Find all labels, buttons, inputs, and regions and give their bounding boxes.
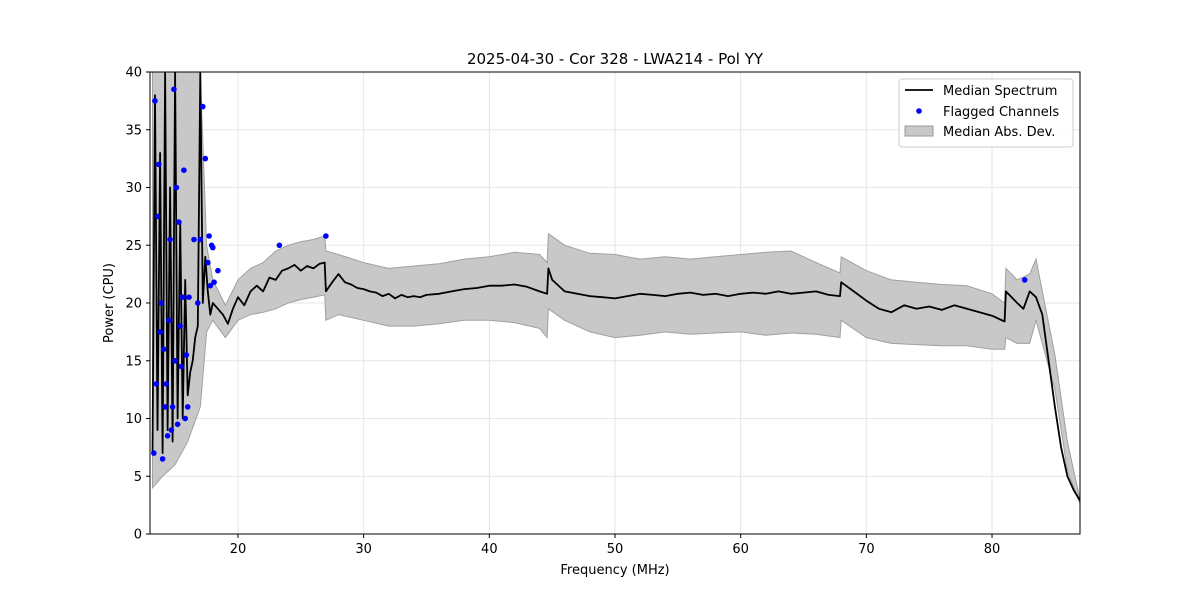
flagged-channel-point — [206, 233, 212, 239]
flagged-channel-point — [184, 404, 191, 410]
flagged-channel-point — [161, 346, 167, 353]
legend: Median Spectrum Flagged Channels Median … — [898, 78, 1074, 148]
legend-marker-swatch — [916, 108, 922, 114]
flagged-channel-point — [163, 381, 170, 387]
y-tick-label: 15 — [125, 354, 142, 369]
flagged-channel-point — [202, 155, 209, 162]
flagged-channel-point — [174, 421, 181, 428]
x-tick-label: 50 — [607, 542, 624, 557]
y-tick-label: 25 — [125, 239, 142, 254]
x-tick-label: 70 — [858, 542, 875, 557]
legend-label-median-spectrum: Median Spectrum — [943, 84, 1057, 99]
x-tick-label: 40 — [481, 542, 498, 557]
flagged-channel-point — [169, 404, 176, 410]
flagged-channel-point — [177, 323, 183, 329]
flagged-channel-point — [151, 450, 157, 456]
flagged-channel-point — [1021, 277, 1028, 283]
median-spectrum-line — [151, 72, 1080, 501]
flagged-channel-point — [176, 219, 182, 225]
x-tick-label: 30 — [355, 542, 372, 557]
flagged-channel-point — [200, 103, 206, 110]
flagged-channel-point — [162, 404, 168, 410]
y-tick-label: 35 — [125, 123, 142, 138]
flagged-points-layer — [151, 86, 1028, 462]
legend-band-swatch — [904, 125, 934, 137]
flagged-channel-point — [158, 300, 165, 306]
x-tick-label: 60 — [732, 542, 749, 557]
flagged-channel-point — [152, 98, 158, 104]
flagged-channel-point — [164, 433, 171, 439]
flagged-channel-point — [210, 244, 216, 251]
flagged-channel-point — [173, 184, 180, 191]
flagged-channel-point — [207, 282, 214, 289]
x-axis-label: Frequency (MHz) — [560, 563, 669, 578]
flagged-channel-point — [183, 352, 190, 358]
flagged-channel-point — [195, 300, 201, 306]
flagged-channel-point — [323, 233, 329, 239]
legend-label-flagged-channels: Flagged Channels — [943, 105, 1059, 120]
flagged-channel-point — [178, 363, 185, 370]
median-line-layer — [151, 72, 1080, 501]
flagged-channel-point — [171, 86, 177, 93]
mad-band — [152, 72, 1080, 505]
y-axis-label: Power (CPU) — [102, 263, 117, 343]
flagged-channel-point — [156, 161, 162, 168]
flagged-channel-point — [182, 415, 188, 422]
chart-title: 2025-04-30 - Cor 328 - LWA214 - Pol YY — [467, 50, 764, 68]
y-tick-label: 5 — [134, 470, 142, 485]
flagged-channel-point — [197, 236, 204, 243]
flagged-channel-point — [157, 329, 163, 335]
flagged-channel-point — [179, 294, 186, 301]
y-tick-label: 40 — [125, 66, 142, 81]
flagged-channel-point — [166, 317, 172, 324]
y-tick-label: 20 — [125, 297, 142, 312]
legend-box — [898, 78, 1074, 148]
y-tick-label: 30 — [125, 181, 142, 196]
flagged-channel-point — [186, 294, 192, 301]
legend-label-median-abs-dev: Median Abs. Dev. — [943, 125, 1055, 140]
flagged-channel-point — [276, 242, 283, 249]
flagged-channel-point — [168, 427, 175, 433]
flagged-channel-point — [154, 213, 161, 220]
flagged-channel-point — [215, 267, 221, 274]
x-tick-label: 20 — [230, 542, 247, 557]
y-tick-label: 0 — [134, 528, 142, 543]
y-tick-label: 10 — [125, 412, 142, 427]
flagged-channel-point — [172, 358, 178, 364]
flagged-channel-point — [167, 236, 173, 243]
x-axis: 20 30 40 50 60 70 80 — [230, 534, 1001, 557]
x-tick-label: 80 — [984, 542, 1001, 557]
mad-band-layer — [152, 72, 1080, 505]
flagged-channel-point — [191, 236, 197, 243]
flagged-channel-point — [211, 279, 217, 286]
flagged-channel-point — [205, 259, 211, 266]
flagged-channel-point — [181, 167, 187, 173]
flagged-channel-point — [159, 456, 166, 462]
flagged-channel-point — [153, 381, 160, 387]
y-axis: 0 5 10 15 20 25 30 35 40 — [125, 66, 150, 543]
